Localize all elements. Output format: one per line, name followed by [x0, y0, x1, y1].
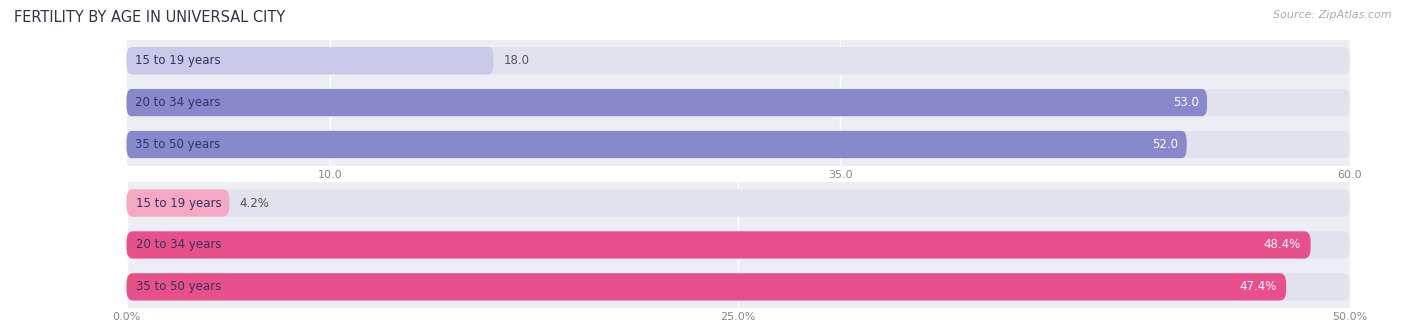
FancyBboxPatch shape: [127, 131, 1350, 158]
FancyBboxPatch shape: [127, 189, 229, 216]
Text: 52.0: 52.0: [1153, 138, 1178, 151]
Text: FERTILITY BY AGE IN UNIVERSAL CITY: FERTILITY BY AGE IN UNIVERSAL CITY: [14, 10, 285, 25]
Text: 47.4%: 47.4%: [1239, 280, 1277, 293]
Text: 20 to 34 years: 20 to 34 years: [136, 238, 222, 252]
Text: 15 to 19 years: 15 to 19 years: [135, 54, 221, 67]
FancyBboxPatch shape: [127, 189, 1350, 216]
FancyBboxPatch shape: [127, 131, 1187, 158]
Text: 4.2%: 4.2%: [239, 197, 269, 210]
FancyBboxPatch shape: [127, 273, 1286, 301]
Text: 18.0: 18.0: [503, 54, 529, 67]
Text: 15 to 19 years: 15 to 19 years: [136, 197, 222, 210]
Text: 48.4%: 48.4%: [1264, 238, 1301, 252]
FancyBboxPatch shape: [127, 89, 1350, 116]
FancyBboxPatch shape: [127, 231, 1350, 259]
Text: Source: ZipAtlas.com: Source: ZipAtlas.com: [1274, 10, 1392, 20]
FancyBboxPatch shape: [127, 47, 494, 74]
FancyBboxPatch shape: [127, 273, 1350, 301]
Text: 20 to 34 years: 20 to 34 years: [135, 96, 221, 109]
FancyBboxPatch shape: [127, 89, 1206, 116]
FancyBboxPatch shape: [127, 231, 1310, 259]
FancyBboxPatch shape: [127, 47, 1350, 74]
Text: 35 to 50 years: 35 to 50 years: [135, 138, 219, 151]
Text: 53.0: 53.0: [1173, 96, 1199, 109]
Text: 35 to 50 years: 35 to 50 years: [136, 280, 222, 293]
